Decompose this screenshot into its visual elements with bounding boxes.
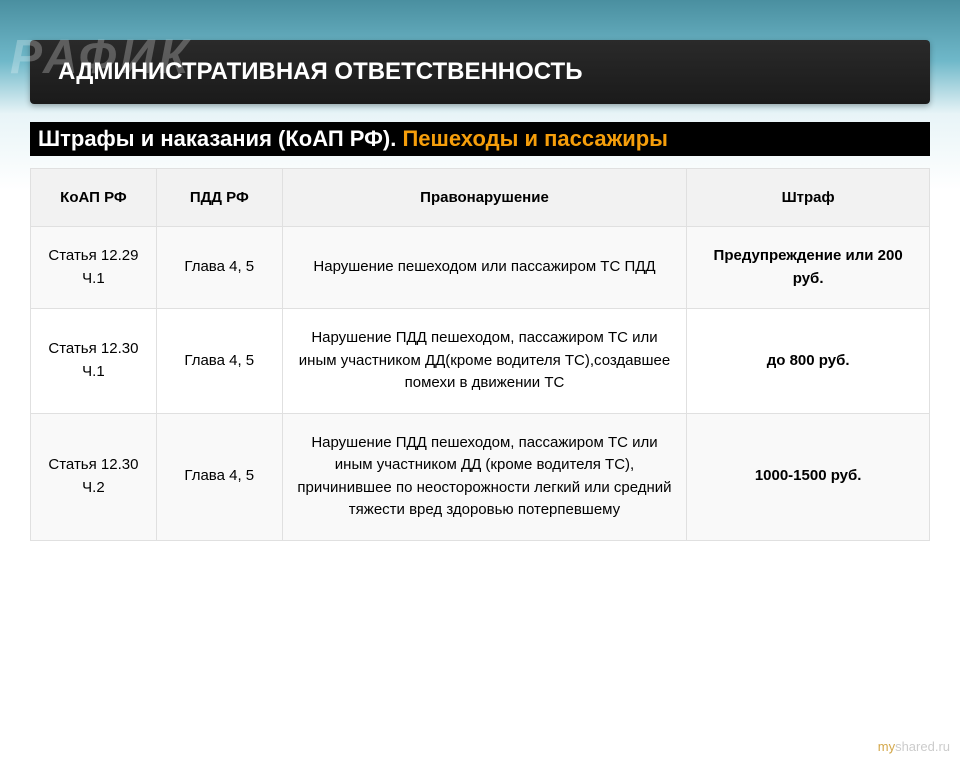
cell-koap: Статья 12.30 Ч.2 (31, 413, 157, 540)
table-row: Статья 12.30 Ч.1 Глава 4, 5 Нарушение ПД… (31, 309, 930, 414)
cell-fine: до 800 руб. (687, 309, 930, 414)
watermark-rest: shared.ru (895, 739, 950, 754)
watermark-my: my (878, 739, 895, 754)
table-row: Статья 12.30 Ч.2 Глава 4, 5 Нарушение ПД… (31, 413, 930, 540)
subtitle-orange: Пешеходы и пассажиры (402, 126, 668, 151)
cell-fine: Предупреждение или 200 руб. (687, 227, 930, 309)
cell-koap: Статья 12.30 Ч.1 (31, 309, 157, 414)
table-row: Статья 12.29 Ч.1 Глава 4, 5 Нарушение пе… (31, 227, 930, 309)
fines-table: КоАП РФ ПДД РФ Правонарушение Штраф Стат… (30, 168, 930, 541)
col-header-pdd: ПДД РФ (156, 169, 282, 227)
col-header-violation: Правонарушение (282, 169, 687, 227)
cell-violation: Нарушение пешеходом или пассажиром ТС ПД… (282, 227, 687, 309)
cell-violation: Нарушение ПДД пешеходом, пассажиром ТС и… (282, 309, 687, 414)
cell-pdd: Глава 4, 5 (156, 227, 282, 309)
subtitle: Штрафы и наказания (КоАП РФ). Пешеходы и… (30, 122, 930, 156)
cell-pdd: Глава 4, 5 (156, 413, 282, 540)
watermark: myshared.ru (878, 739, 950, 754)
background-watermark-text: РАФИК (10, 30, 192, 85)
table-header-row: КоАП РФ ПДД РФ Правонарушение Штраф (31, 169, 930, 227)
cell-violation: Нарушение ПДД пешеходом, пассажиром ТС и… (282, 413, 687, 540)
cell-fine: 1000-1500 руб. (687, 413, 930, 540)
subtitle-white: Штрафы и наказания (КоАП РФ). (38, 126, 402, 151)
cell-koap: Статья 12.29 Ч.1 (31, 227, 157, 309)
cell-pdd: Глава 4, 5 (156, 309, 282, 414)
col-header-koap: КоАП РФ (31, 169, 157, 227)
col-header-fine: Штраф (687, 169, 930, 227)
